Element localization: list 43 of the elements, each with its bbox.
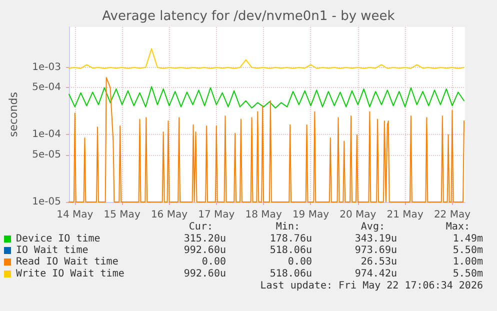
- y-tick-label: 1e-03: [32, 62, 61, 73]
- y-axis-title: seconds: [7, 92, 20, 137]
- line-series: [68, 86, 465, 108]
- text: Cur:: [188, 222, 213, 232]
- x-tick-label: 18 May: [245, 210, 282, 220]
- x-tick-label: 14 May: [56, 210, 94, 220]
- text: Last update: Fri May 22 17:06:34 2026: [260, 280, 483, 292]
- y-tick-label: 5e-05: [32, 149, 61, 160]
- text: 974.42u: [354, 268, 397, 280]
- text: 1.49m: [452, 234, 483, 244]
- legend-label: IO Wait time: [16, 245, 88, 256]
- legend-label: Write IO Wait time: [16, 268, 124, 280]
- text: 0.00: [202, 256, 226, 268]
- x-tick-label: 16 May: [150, 210, 188, 220]
- text: 992.60u: [184, 245, 226, 256]
- y-tick-label: 1e-05: [32, 196, 61, 208]
- text: Min:: [276, 222, 300, 232]
- text: Avg:: [360, 222, 385, 232]
- text: Max:: [446, 222, 470, 232]
- x-tick-label: 15 May: [104, 210, 140, 220]
- x-tick-label: 17 May: [198, 210, 235, 220]
- text: 992.60u: [184, 268, 226, 280]
- y-tick-label: 5e-04: [32, 82, 61, 94]
- text: 518.06u: [270, 268, 312, 280]
- text: 343.19u: [354, 234, 397, 244]
- text: 973.69u: [354, 245, 397, 256]
- y-tick-label: 1e-04: [32, 129, 61, 140]
- chart-title: Average latency for /dev/nvme0n1 - by week: [102, 9, 396, 24]
- text: 315.20u: [184, 234, 226, 244]
- legend-label: Device IO time: [16, 234, 100, 244]
- text: 26.53u: [360, 256, 397, 268]
- text: 178.76u: [270, 234, 312, 244]
- text: 1.00m: [452, 256, 483, 268]
- text: 518.06u: [270, 245, 312, 256]
- text: 0.00: [288, 256, 312, 268]
- legend-label: Read IO Wait time: [16, 256, 118, 268]
- x-tick-label: 20 May: [340, 210, 376, 220]
- x-tick-label: 22 May: [434, 210, 471, 220]
- text: 5.50m: [452, 268, 483, 280]
- text: 5.50m: [452, 245, 483, 256]
- x-tick-label: 21 May: [386, 210, 424, 220]
- line-series: [68, 48, 465, 69]
- x-tick-label: 19 May: [292, 210, 330, 220]
